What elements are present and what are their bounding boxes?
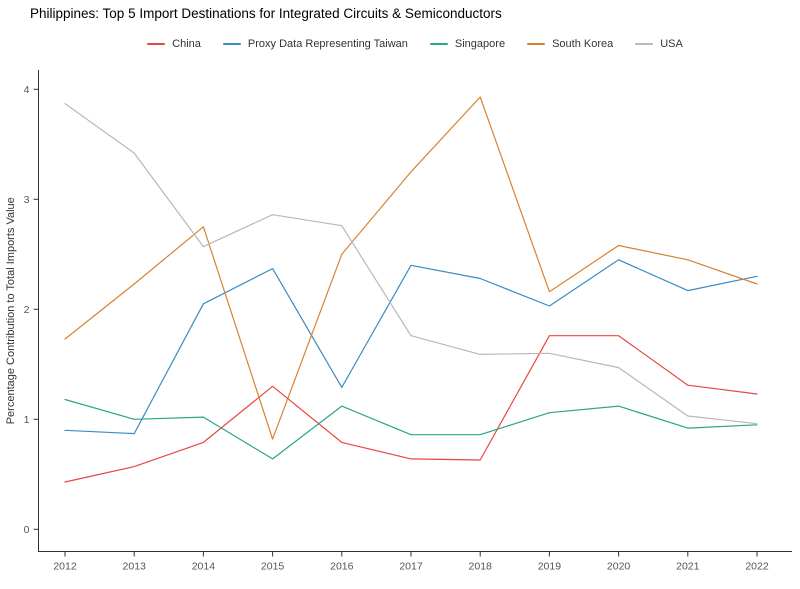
legend-label: Singapore [454, 38, 506, 50]
x-tick-label: 2014 [192, 561, 216, 573]
x-tick-label: 2020 [607, 561, 631, 573]
legend-key-line-icon [429, 43, 448, 45]
legend-item-proxy-data-representing-taiwan: Proxy Data Representing Taiwan [222, 38, 408, 50]
legend-key-line-icon [222, 43, 241, 45]
series-line-singapore [64, 398, 758, 460]
legend-item-china: China [147, 38, 201, 50]
legend-key-line-icon [635, 43, 654, 45]
x-tick-label: 2018 [469, 561, 493, 573]
series-line-china [64, 335, 758, 483]
legend-key-line-icon [147, 43, 166, 45]
legend-label: USA [660, 38, 683, 50]
x-tick-label: 2021 [676, 561, 700, 573]
legend-item-usa: USA [635, 38, 683, 50]
legend-label: South Korea [552, 38, 614, 50]
y-tick-label: 0 [24, 524, 30, 536]
series-line-usa [64, 102, 758, 425]
y-tick-label: 1 [24, 414, 30, 426]
x-tick-label: 2012 [53, 561, 77, 573]
legend: China Proxy Data Representing Taiwan Singa… [38, 38, 792, 50]
legend-item-singapore: Singapore [429, 38, 506, 50]
x-tick-label: 2013 [123, 561, 147, 573]
y-tick-label: 4 [24, 84, 30, 96]
legend-key-line-icon [527, 43, 546, 45]
x-tick-label: 2022 [745, 561, 769, 573]
series-line-proxy-data-representing-taiwan [64, 259, 758, 435]
x-tick-label: 2019 [538, 561, 562, 573]
series-line-south-korea [64, 96, 758, 440]
legend-label: China [172, 38, 201, 50]
x-tick-label: 2016 [330, 561, 354, 573]
x-tick-label: 2017 [399, 561, 423, 573]
legend-label: Proxy Data Representing Taiwan [247, 38, 408, 50]
chart-title: Philippines: Top 5 Import Destinations f… [30, 6, 502, 21]
legend-item-south-korea: South Korea [527, 38, 613, 50]
x-tick-label: 2015 [261, 561, 285, 573]
y-tick-label: 2 [24, 304, 30, 316]
y-tick-label: 3 [24, 194, 30, 206]
y-axis-label: Percentage Contribution to Total Imports… [5, 197, 17, 424]
